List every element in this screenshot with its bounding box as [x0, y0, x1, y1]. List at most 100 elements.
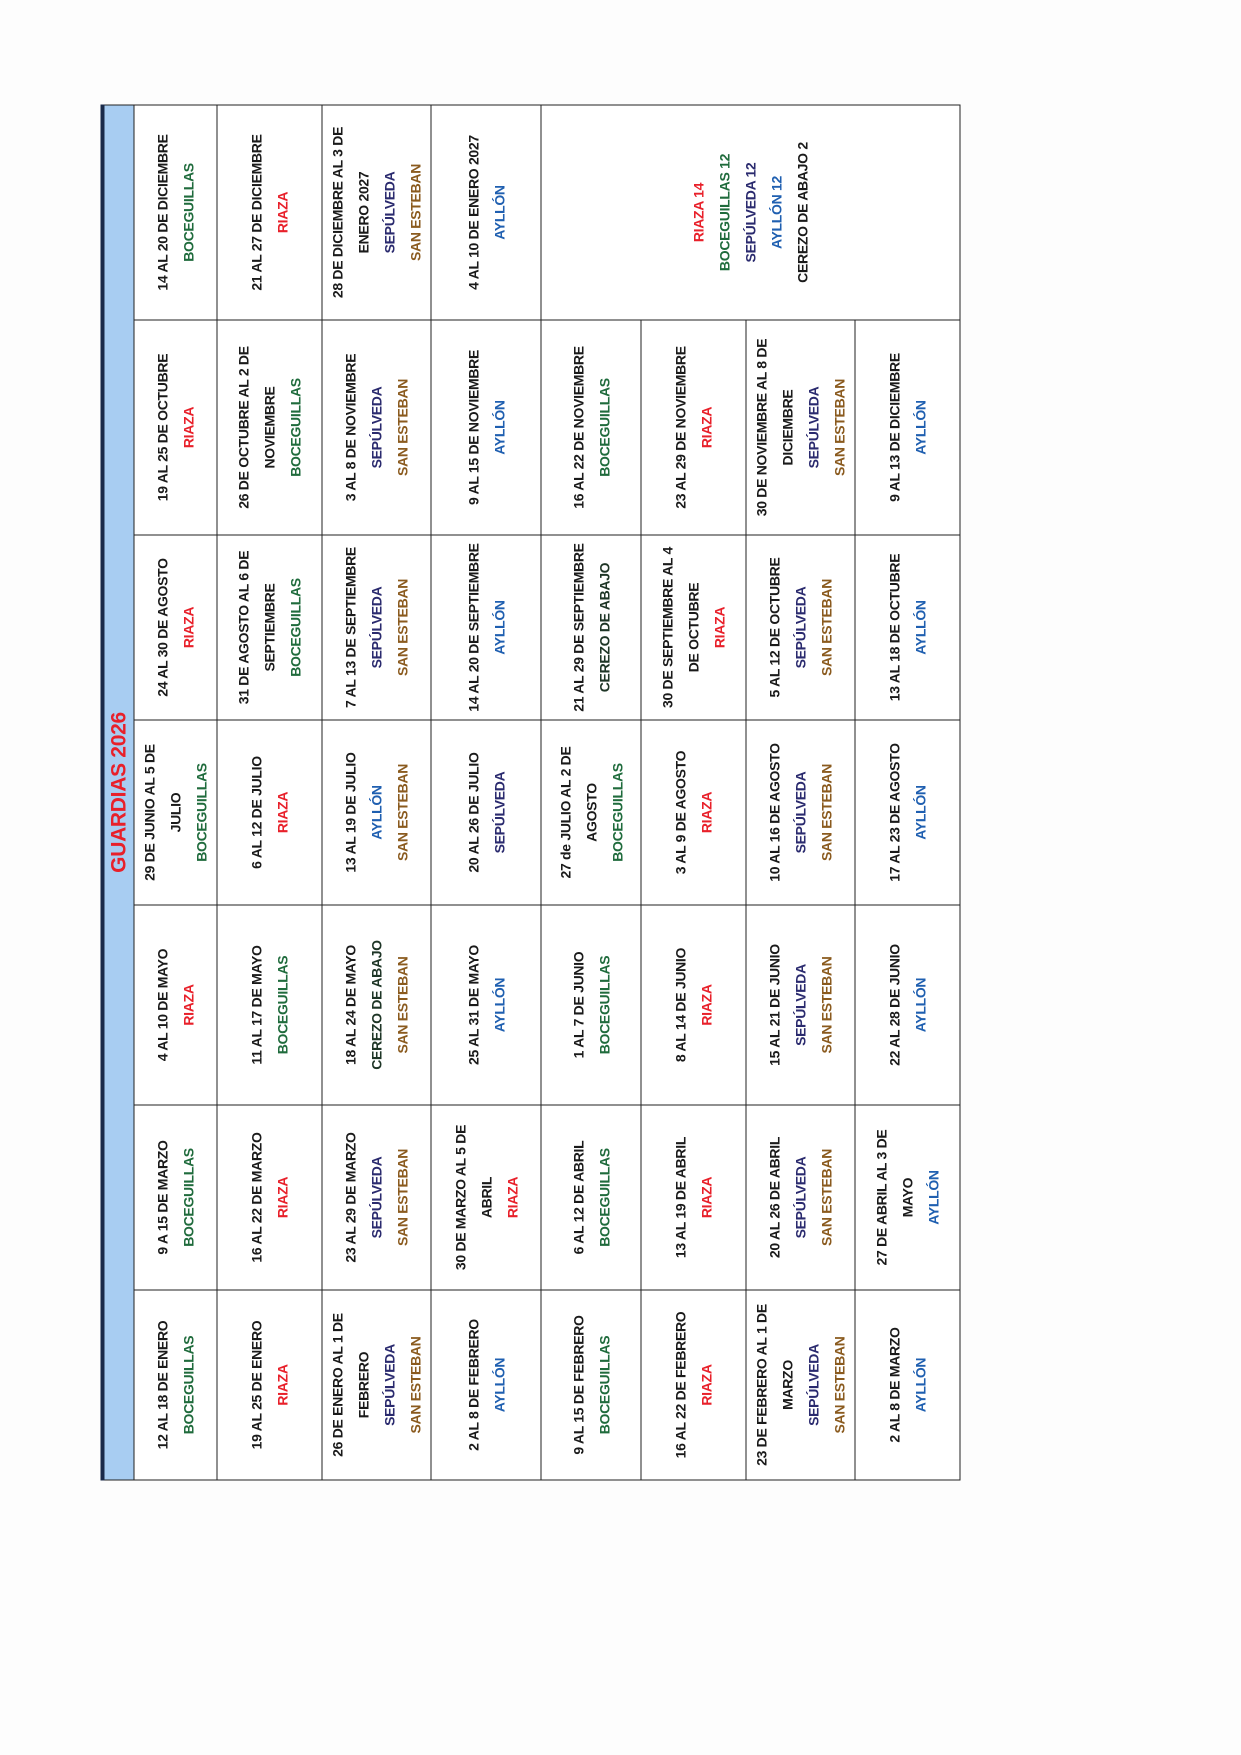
title-row: GUARDIAS 2026: [102, 104, 134, 1480]
town-ayllon: AYLLÓN: [912, 1357, 928, 1412]
schedule-cell: 4 AL 10 DE ENERO 2027 AYLLÓN: [430, 104, 541, 320]
schedule-cell: 1 AL 7 DE JUNIO BOCEGUILLAS: [540, 904, 641, 1105]
date-range: 24 AL 30 DE AGOSTO: [154, 557, 170, 697]
schedule-cell: 13 AL 19 DE ABRIL RIAZA: [640, 1104, 746, 1290]
schedule-cell: 23 DE FEBRERO AL 1 DE MARZO SEPÚLVEDA SAN …: [745, 1289, 855, 1480]
schedule-cell: 27 de JULIO AL 2 DE AGOSTO BOCEGUILLAS: [540, 719, 641, 905]
date-range: 3 AL 8 DE NOVIEMBRE: [342, 353, 358, 501]
town-riaza: RIAZA: [180, 983, 196, 1026]
schedule-cell: 23 AL 29 DE MARZO SEPÚLVEDA SAN ESTEBAN: [321, 1104, 431, 1290]
date-range: 9 AL 13 DE DICIEMBRE: [886, 352, 902, 502]
schedule-cell: 15 AL 21 DE JUNIO SEPÚLVEDA SAN ESTEBAN: [745, 904, 855, 1105]
schedule-cell: 16 AL 22 DE NOVIEMBRE BOCEGUILLAS: [540, 319, 641, 535]
town-riaza: RIAZA: [698, 406, 714, 448]
schedule-cell: 8 AL 14 DE JUNIO RIAZA: [640, 904, 746, 1105]
date-range: 15 AL 21 DE JUNIO: [766, 943, 782, 1066]
date-range: 2 AL 8 DE MARZO: [886, 1326, 902, 1443]
town-boceguillas: BOCEGUILLAS: [595, 377, 612, 477]
schedule-cell: 26 DE OCTUBRE AL 2 DE NOVIEMBRE BOCEGUILL…: [216, 319, 322, 535]
schedule-cell: 22 AL 28 DE JUNIO AYLLÓN: [854, 904, 960, 1105]
date-range: 26 DE OCTUBRE AL 2 DE NOVIEMBRE: [235, 345, 277, 509]
town-san-esteban: SAN ESTEBAN: [818, 578, 834, 676]
town-sepulveda: SEPÚLVEDA: [381, 171, 397, 253]
town-sepulveda: SEPÚLVEDA: [490, 771, 507, 853]
town-san-esteban: SAN ESTEBAN: [818, 955, 834, 1054]
town-riaza: RIAZA: [180, 406, 196, 448]
date-range: 26 DE ENERO AL 1 DE FEBRERO: [329, 1312, 371, 1457]
town-sepulveda: SEPÚLVEDA: [368, 1156, 384, 1238]
schedule-cell: 3 AL 9 DE AGOSTO RIAZA: [640, 719, 746, 905]
town-boceguillas: BOCEGUILLAS: [274, 955, 290, 1054]
date-range: 10 AL 16 DE AGOSTO: [766, 742, 782, 882]
schedule-cell: 21 AL 29 DE SEPTIEMBRE CEREZO DE ABAJO: [540, 534, 641, 720]
town-riaza: RIAZA: [503, 1176, 520, 1218]
town-san-esteban: SAN ESTEBAN: [818, 1148, 834, 1246]
town-ayllon: AYLLÓN: [912, 399, 928, 455]
town-san-esteban: SAN ESTEBAN: [831, 1335, 847, 1434]
date-range: 29 DE JUNIO AL 5 DE JULIO: [141, 743, 183, 881]
schedule-cell: 12 AL 18 DE ENERO BOCEGUILLAS: [133, 1289, 217, 1480]
date-range: 13 AL 19 DE JULIO: [342, 751, 358, 873]
schedule-cell: 3 AL 8 DE NOVIEMBRE SEPÚLVEDA SAN ESTEBAN: [321, 319, 431, 535]
date-range: 6 AL 12 DE ABRIL: [569, 1140, 586, 1254]
date-range: 17 AL 23 DE AGOSTO: [886, 742, 902, 882]
date-range: 31 DE AGOSTO AL 6 DE SEPTIEMBRE: [235, 550, 277, 704]
page-title: GUARDIAS 2026: [102, 104, 134, 1480]
town-riaza: RIAZA: [698, 983, 714, 1026]
schedule-cell: 14 AL 20 DE SEPTIEMBRE AYLLÓN: [430, 534, 541, 720]
date-range: 4 AL 10 DE MAYO: [154, 948, 170, 1061]
schedule-cell: 20 AL 26 DE ABRIL SEPÚLVEDA SAN ESTEBAN: [745, 1104, 855, 1290]
town-riaza: RIAZA: [274, 191, 290, 233]
totals-cell: RIAZA 14 BOCEGUILLAS 12 SEPÚLVEDA 12 AYLLÓN…: [540, 104, 960, 320]
date-range: 30 DE MARZO AL 5 DE ABRIL: [451, 1124, 494, 1270]
town-riaza: RIAZA 14: [690, 182, 706, 242]
date-range: 27 DE ABRIL AL 3 DE MAYO: [873, 1129, 915, 1265]
town-sepulveda: SEPÚLVEDA: [792, 963, 808, 1046]
town-sepulveda: SEPÚLVEDA: [792, 1156, 808, 1238]
date-range: 16 AL 22 DE NOVIEMBRE: [569, 345, 586, 509]
date-range: 14 AL 20 DE DICIEMBRE: [154, 133, 170, 291]
town-riaza: RIAZA: [698, 1176, 714, 1218]
date-range: 13 AL 18 DE OCTUBRE: [886, 553, 902, 701]
schedule-cell: 29 DE JUNIO AL 5 DE JULIO BOCEGUILLAS: [133, 719, 217, 905]
town-ayllon: AYLLÓN: [912, 977, 928, 1032]
town-san-esteban: SAN ESTEBAN: [818, 763, 834, 861]
guardias-table: GUARDIAS 2026 12 AL 18 DE ENERO BOCEGUILL…: [100, 104, 960, 1480]
town-riaza: RIAZA: [698, 791, 714, 833]
date-range: 19 AL 25 DE ENERO: [248, 1320, 264, 1449]
town-boceguillas: BOCEGUILLAS 12: [716, 153, 732, 271]
date-range: 14 AL 20 DE SEPTIEMBRE: [464, 542, 481, 712]
schedule-holder: GUARDIAS 2026 12 AL 18 DE ENERO BOCEGUILL…: [100, 104, 960, 1480]
schedule-cell: 26 DE ENERO AL 1 DE FEBRERO SEPÚLVEDA SAN …: [321, 1289, 431, 1480]
date-range: 2 AL 8 DE FEBRERO: [464, 1318, 481, 1451]
schedule-cell: 5 AL 12 DE OCTUBRE SEPÚLVEDA SAN ESTEBAN: [745, 534, 855, 720]
town-sepulveda: SEPÚLVEDA: [792, 586, 808, 668]
town-boceguillas: BOCEGUILLAS: [608, 762, 625, 862]
schedule-row: 19 AL 25 DE ENERO RIAZA 16 AL 22 DE MARZO R…: [216, 104, 322, 1480]
schedule-cell: 16 AL 22 DE MARZO RIAZA: [216, 1104, 322, 1290]
town-san-esteban: SAN ESTEBAN: [394, 763, 410, 861]
schedule-cell: 13 AL 18 DE OCTUBRE AYLLÓN: [854, 534, 960, 720]
date-range: 22 AL 28 DE JUNIO: [886, 943, 902, 1066]
date-range: 6 AL 12 DE JULIO: [248, 755, 264, 869]
town-ayllon: AYLLÓN: [490, 599, 507, 655]
schedule-cell: 30 DE MARZO AL 5 DE ABRIL RIAZA: [430, 1104, 541, 1290]
town-sepulveda: SEPÚLVEDA: [805, 1343, 821, 1426]
town-ayllon: AYLLÓN: [490, 399, 507, 455]
date-range: 1 AL 7 DE JUNIO: [569, 951, 586, 1058]
schedule-row: 12 AL 18 DE ENERO BOCEGUILLAS 9 A 15 DE MA…: [133, 104, 217, 1480]
schedule-cell: 4 AL 10 DE MAYO RIAZA: [133, 904, 217, 1105]
schedule-cell: 20 AL 26 DE JULIO SEPÚLVEDA: [430, 719, 541, 905]
date-range: 20 AL 26 DE JULIO: [464, 751, 481, 873]
date-range: 21 AL 27 DE DICIEMBRE: [248, 133, 264, 291]
schedule-cell: 30 DE SEPTIEMBRE AL 4 DE OCTUBRE RIAZA: [640, 534, 746, 720]
town-san-esteban: SAN ESTEBAN: [831, 378, 847, 476]
schedule-cell: 17 AL 23 DE AGOSTO AYLLÓN: [854, 719, 960, 905]
schedule-cell: 25 AL 31 DE MAYO AYLLÓN: [430, 904, 541, 1105]
schedule-cell: 9 A 15 DE MARZO BOCEGUILLAS: [133, 1104, 217, 1290]
town-boceguillas: BOCEGUILLAS: [595, 1147, 612, 1247]
date-range: 30 DE NOVIEMBRE AL 8 DE DICIEMBRE: [753, 338, 795, 516]
town-boceguillas: BOCEGUILLAS: [287, 377, 303, 477]
date-range: 13 AL 19 DE ABRIL: [672, 1136, 688, 1258]
date-range: 9 A 15 DE MARZO: [154, 1139, 170, 1255]
